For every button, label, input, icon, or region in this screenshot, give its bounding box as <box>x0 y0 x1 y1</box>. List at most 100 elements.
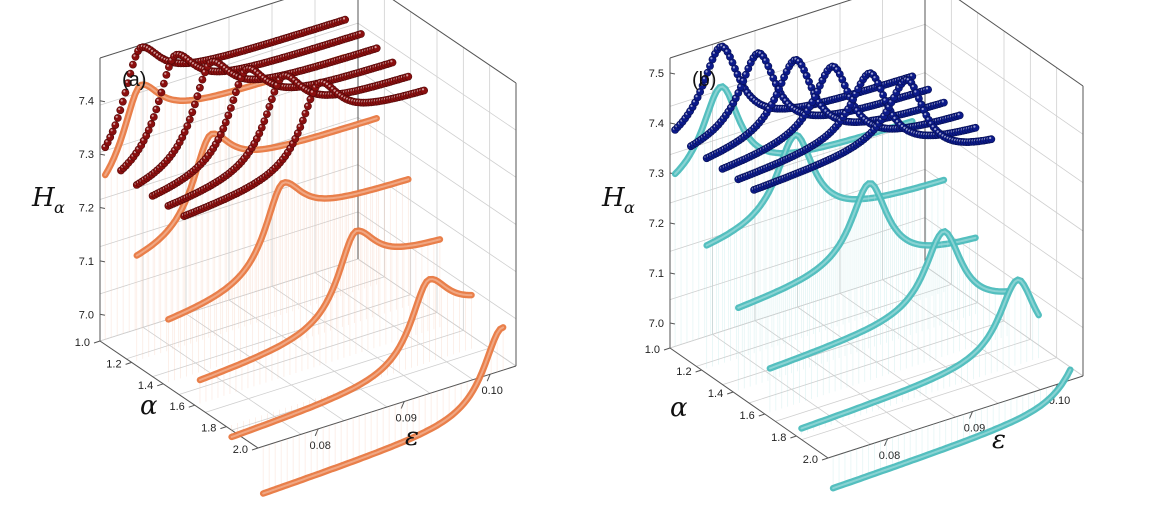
eps-tick-mark <box>884 438 888 447</box>
data-point <box>149 113 158 121</box>
data-point <box>128 60 137 69</box>
data-point-glint <box>931 125 934 128</box>
data-point <box>154 97 163 106</box>
data-point-glint <box>889 100 892 103</box>
panel-b: 7.0 7.1 7.2 7.3 7.4 7.5 1.0 1.2 1.4 1.6 1.8 2.0 0.08… <box>601 0 1084 492</box>
data-point-glint <box>735 72 738 75</box>
data-point-glint <box>707 63 711 66</box>
data-point <box>221 118 230 127</box>
data-point-glint <box>926 117 929 120</box>
data-point-glint <box>120 99 123 102</box>
data-point-glint <box>895 120 899 123</box>
data-point <box>224 111 233 120</box>
data-point-glint <box>153 51 156 54</box>
data-point-glint <box>809 85 812 88</box>
data-point-glint <box>766 64 769 67</box>
data-point-glint <box>184 56 187 59</box>
z-tick-label: 7.1 <box>79 256 94 268</box>
data-point-glint <box>728 105 731 108</box>
data-point-glint <box>297 82 300 85</box>
alpha-tick-mark <box>93 340 101 344</box>
data-point-glint <box>161 81 164 84</box>
data-point <box>193 92 202 101</box>
data-point-glint <box>781 74 785 78</box>
panel-label: (a) <box>122 69 146 91</box>
box-edge <box>669 0 852 59</box>
data-point <box>229 96 238 104</box>
data-point-glint <box>837 71 840 74</box>
data-point <box>404 72 413 81</box>
data-point-glint <box>200 77 203 80</box>
data-point-glint <box>264 111 267 114</box>
data-point-glint <box>911 85 914 88</box>
data-point-glint <box>774 92 777 95</box>
alpha-tick-mark <box>663 347 671 351</box>
data-point-glint <box>300 84 303 87</box>
surface-curve <box>164 71 413 210</box>
data-point <box>231 88 240 97</box>
data-point-glint <box>105 140 108 143</box>
data-point <box>987 135 996 144</box>
alpha-tick-label: 1.6 <box>170 401 185 413</box>
data-point-glint <box>700 83 703 86</box>
projection-hatch <box>706 134 945 369</box>
data-point-glint <box>298 124 301 127</box>
data-point-glint <box>820 78 823 81</box>
ticks: 7.0 7.1 7.2 7.3 7.4 1.0 1.2 1.4 1.6 1.8 2.0 0.08 0.0… <box>75 96 503 456</box>
data-point-glint <box>894 90 897 93</box>
data-point-glint <box>139 143 142 146</box>
data-point-glint <box>826 111 830 114</box>
data-point-glint <box>295 130 298 134</box>
data-point <box>301 109 310 118</box>
data-point-glint <box>103 144 106 148</box>
data-point-glint <box>336 91 339 94</box>
z-tick-label: 7.3 <box>79 149 94 161</box>
grid <box>99 0 517 449</box>
z-tick-label: 7.2 <box>79 203 94 215</box>
z-tick-mark <box>669 272 676 275</box>
grid-line <box>924 265 1084 377</box>
data-point-glint <box>290 141 293 144</box>
data-point-glint <box>151 114 154 117</box>
data-point-glint <box>842 83 845 86</box>
data-point-glint <box>924 113 927 116</box>
data-point-glint <box>891 95 894 98</box>
surface-curve <box>101 15 349 152</box>
alpha-axis-title: α <box>140 391 158 421</box>
data-point-glint <box>267 104 270 107</box>
box-edge <box>392 0 517 84</box>
alpha-tick-mark <box>790 435 797 439</box>
data-point-glint <box>130 62 133 65</box>
z-tick-mark <box>669 72 676 75</box>
surface-curve <box>734 69 980 184</box>
data-point-glint <box>821 106 825 109</box>
data-point <box>198 75 207 84</box>
data-point-glint <box>159 90 162 93</box>
data-point-glint <box>733 96 736 99</box>
data-point-glint <box>305 104 308 107</box>
data-point-glint <box>374 46 377 49</box>
data-point-glint <box>810 99 813 102</box>
alpha-tick-label: 1.4 <box>708 388 723 400</box>
data-point-glint <box>342 17 346 20</box>
data-point-glint <box>801 67 805 70</box>
data-point <box>188 108 197 117</box>
data-point <box>924 85 932 94</box>
data-point <box>296 123 305 131</box>
projection-hatch <box>168 179 409 383</box>
data-point-glint <box>154 107 157 110</box>
data-point-glint <box>788 104 791 107</box>
data-point-glint <box>702 77 706 80</box>
data-point-glint <box>123 90 126 93</box>
z-tick-mark <box>669 322 676 325</box>
data-point <box>111 121 120 129</box>
data-point-glint <box>185 123 188 126</box>
data-point-glint <box>768 69 771 73</box>
data-point-glint <box>845 106 849 109</box>
data-point <box>226 104 235 112</box>
data-point-glint <box>799 62 802 65</box>
data-point-glint <box>989 136 992 140</box>
eps-tick-label: 0.10 <box>481 385 502 397</box>
data-point-glint <box>233 89 236 93</box>
